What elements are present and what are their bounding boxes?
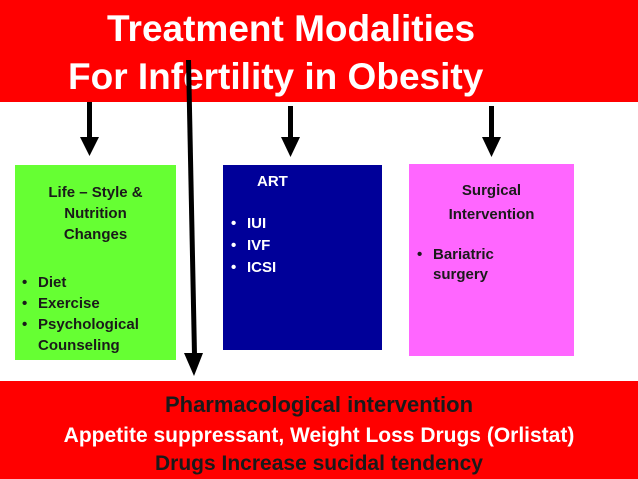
art-heading: ART	[257, 173, 288, 190]
arrow-to-surgical	[482, 106, 501, 157]
bullet-icon: •	[231, 259, 237, 276]
surgical-item-label: Bariatric	[433, 246, 494, 263]
pharmacological-warning: Drugs Increase sucidal tendency	[155, 452, 483, 475]
bullet-icon: •	[417, 246, 423, 263]
title-line-1: Treatment Modalities	[107, 8, 476, 49]
bullet-icon: •	[231, 215, 237, 232]
lifestyle-item-exercise: • Exercise	[22, 293, 100, 314]
lifestyle-item-label: Diet	[38, 274, 67, 291]
arrow-to-lifestyle	[80, 102, 99, 156]
surgical-item-continuation: surgery	[433, 266, 489, 283]
title-line-2: For Infertility in Obesity	[68, 56, 484, 97]
art-item-icsi: • ICSI	[231, 257, 276, 278]
bullet-icon: •	[231, 237, 237, 254]
surgical-box: Surgical Intervention • Bariatric surgery	[409, 164, 574, 356]
surgical-heading-line-1: Surgical	[461, 182, 522, 199]
lifestyle-heading-line-3: Changes	[63, 226, 128, 243]
art-item-ivf: • IVF	[231, 235, 270, 256]
bullet-icon: •	[22, 316, 28, 333]
surgical-heading: Surgical Intervention	[409, 180, 574, 225]
art-item-label: ICSI	[247, 259, 277, 276]
lifestyle-heading: Life – Style & Nutrition Changes	[15, 182, 176, 245]
title-band	[0, 0, 638, 102]
arrow-to-art	[281, 106, 300, 157]
art-item-iui: • IUI	[231, 213, 266, 234]
arrow-to-pharmacological	[184, 60, 203, 376]
lifestyle-item-continuation: Counseling	[38, 337, 120, 354]
lifestyle-heading-line-1: Life – Style &	[48, 184, 143, 201]
lifestyle-item-diet: • Diet	[22, 272, 66, 293]
surgical-heading-line-2: Intervention	[448, 206, 535, 223]
art-item-label: IUI	[247, 215, 267, 232]
bullet-icon: •	[22, 274, 28, 291]
lifestyle-item-psychological: • Psychological	[22, 314, 139, 335]
pharmacological-heading: Pharmacological intervention	[164, 392, 474, 417]
lifestyle-item-label: Psychological	[38, 316, 139, 333]
pharmacological-drugs: Appetite suppressant, Weight Loss Drugs …	[63, 424, 575, 447]
art-box: ART • IUI • IVF • ICSI	[222, 164, 383, 351]
art-item-label: IVF	[247, 237, 271, 254]
surgical-item-bariatric: • Bariatric	[417, 244, 494, 265]
lifestyle-heading-line-2: Nutrition	[64, 205, 127, 222]
lifestyle-box: Life – Style & Nutrition Changes • Diet •…	[15, 165, 176, 360]
bottom-band	[0, 381, 638, 479]
lifestyle-item-label: Exercise	[38, 295, 100, 312]
bullet-icon: •	[22, 295, 28, 312]
